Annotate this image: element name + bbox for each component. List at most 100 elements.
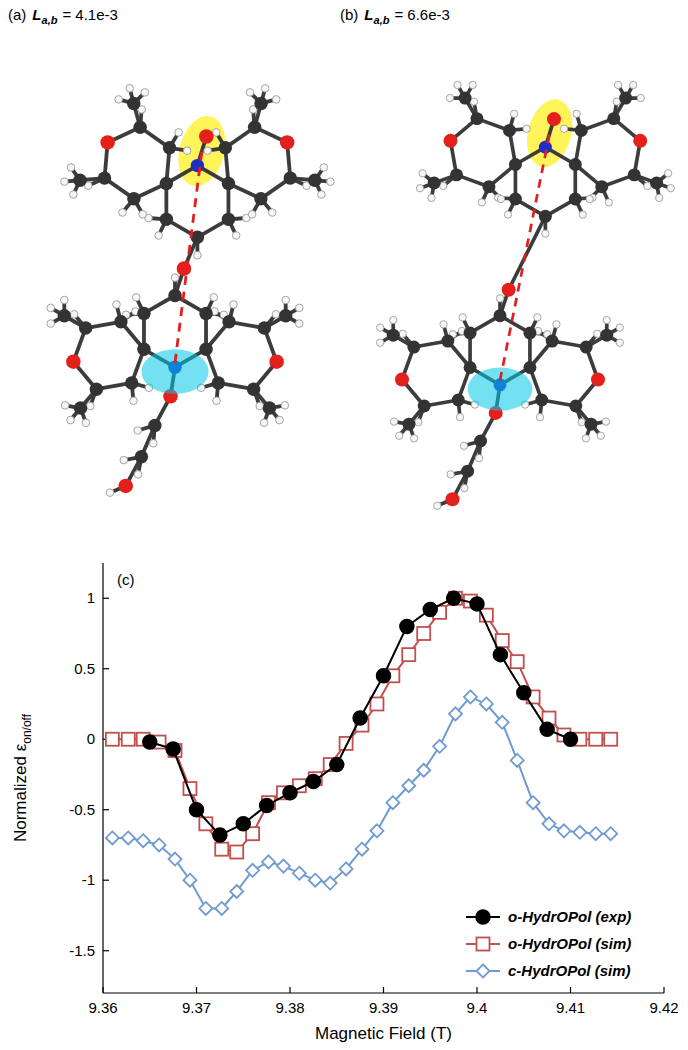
data-point <box>355 843 368 856</box>
atom-h <box>578 419 585 426</box>
atom-o <box>395 373 409 387</box>
inter-radical-vector <box>175 151 202 363</box>
atom-h <box>461 485 468 492</box>
atom-h <box>586 195 593 202</box>
panel-label: (a) <box>8 6 26 23</box>
legend-label: o-HydrOPol (exp) <box>508 908 631 925</box>
data-point <box>122 831 135 844</box>
atom-h <box>603 316 610 323</box>
atom-h <box>272 96 280 104</box>
atom-h <box>415 419 422 426</box>
atom-h <box>67 164 75 172</box>
data-point <box>246 864 259 877</box>
legend-marker <box>477 938 490 951</box>
data-point <box>309 874 322 887</box>
data-point <box>377 669 391 683</box>
data-point <box>260 798 274 812</box>
data-point <box>353 711 367 725</box>
atom-h <box>434 502 441 509</box>
atom-h <box>213 397 221 405</box>
data-point <box>604 827 617 840</box>
atom-h <box>149 439 157 447</box>
atom-o <box>280 135 295 150</box>
atom-c <box>628 168 641 181</box>
atom-h <box>605 199 612 206</box>
data-point <box>589 827 602 840</box>
panel-value: = 6.6e-3 <box>394 6 449 23</box>
data-point <box>589 733 602 746</box>
atom-c <box>199 307 212 320</box>
atom-c <box>222 213 235 226</box>
data-point <box>283 786 297 800</box>
panel-subscript: a,b <box>42 14 58 26</box>
data-point <box>542 817 555 830</box>
atom-c <box>308 174 321 187</box>
atom-c <box>459 92 472 105</box>
data-point <box>190 803 204 817</box>
atom-h <box>542 230 549 237</box>
atom-c <box>569 400 582 413</box>
atom-c <box>137 307 150 320</box>
x-tick-label: 9.42 <box>649 999 678 1016</box>
atom-h <box>616 339 623 346</box>
atom-h <box>256 402 264 410</box>
x-tick-label: 9.37 <box>182 999 211 1016</box>
x-tick-label: 9.4 <box>467 999 488 1016</box>
atom-c <box>163 141 176 154</box>
atom-h <box>204 147 212 155</box>
atom-h <box>456 414 463 421</box>
data-point <box>137 834 150 847</box>
atom-c <box>407 341 420 354</box>
atom-h <box>47 320 55 328</box>
atom-o <box>177 261 192 276</box>
atom-c <box>98 171 111 184</box>
atom-c <box>523 361 536 374</box>
atom-h <box>440 182 447 189</box>
atom-c <box>148 419 161 432</box>
atom-h <box>113 301 121 309</box>
atom-h <box>106 489 114 497</box>
atom-c <box>90 382 103 395</box>
chart: 9.369.379.389.399.49.419.42-1.5-1-0.500.… <box>11 563 679 1043</box>
atom-c <box>247 382 260 395</box>
atom-c <box>219 141 232 154</box>
atom-o <box>269 354 284 369</box>
atom-c <box>494 309 507 322</box>
atom-c <box>254 192 267 205</box>
atom-h <box>475 455 482 462</box>
atom-c <box>263 401 276 414</box>
molecule <box>47 85 334 497</box>
atom-c <box>585 418 598 431</box>
data-point <box>153 838 166 851</box>
data-point <box>480 697 493 710</box>
atom-c <box>482 180 495 193</box>
atom-h <box>390 316 397 323</box>
atom-h <box>376 324 383 331</box>
x-tick-label: 9.36 <box>88 999 117 1016</box>
y-tick-label: -1.5 <box>69 942 95 959</box>
data-point <box>143 735 157 749</box>
atom-c <box>607 112 620 125</box>
atom-c <box>199 343 212 356</box>
atom-h <box>497 195 504 202</box>
atom-c <box>600 329 613 342</box>
atom-c <box>461 465 474 478</box>
atom-h <box>327 178 335 186</box>
data-point <box>293 867 306 880</box>
atom-h <box>276 416 284 424</box>
data-point <box>199 902 212 915</box>
data-point <box>236 817 250 831</box>
atom-c <box>470 112 483 125</box>
data-point <box>230 846 243 859</box>
atom-h <box>460 442 467 449</box>
atom-h <box>664 170 671 177</box>
data-point <box>183 874 196 887</box>
atom-h <box>120 456 128 464</box>
atom-c <box>595 180 608 193</box>
atom-c <box>254 97 267 110</box>
atom-o <box>633 134 647 148</box>
atom-h <box>141 89 149 97</box>
atom-h <box>115 96 123 104</box>
y-tick-label: 0 <box>87 730 95 747</box>
atom-h <box>376 339 383 346</box>
